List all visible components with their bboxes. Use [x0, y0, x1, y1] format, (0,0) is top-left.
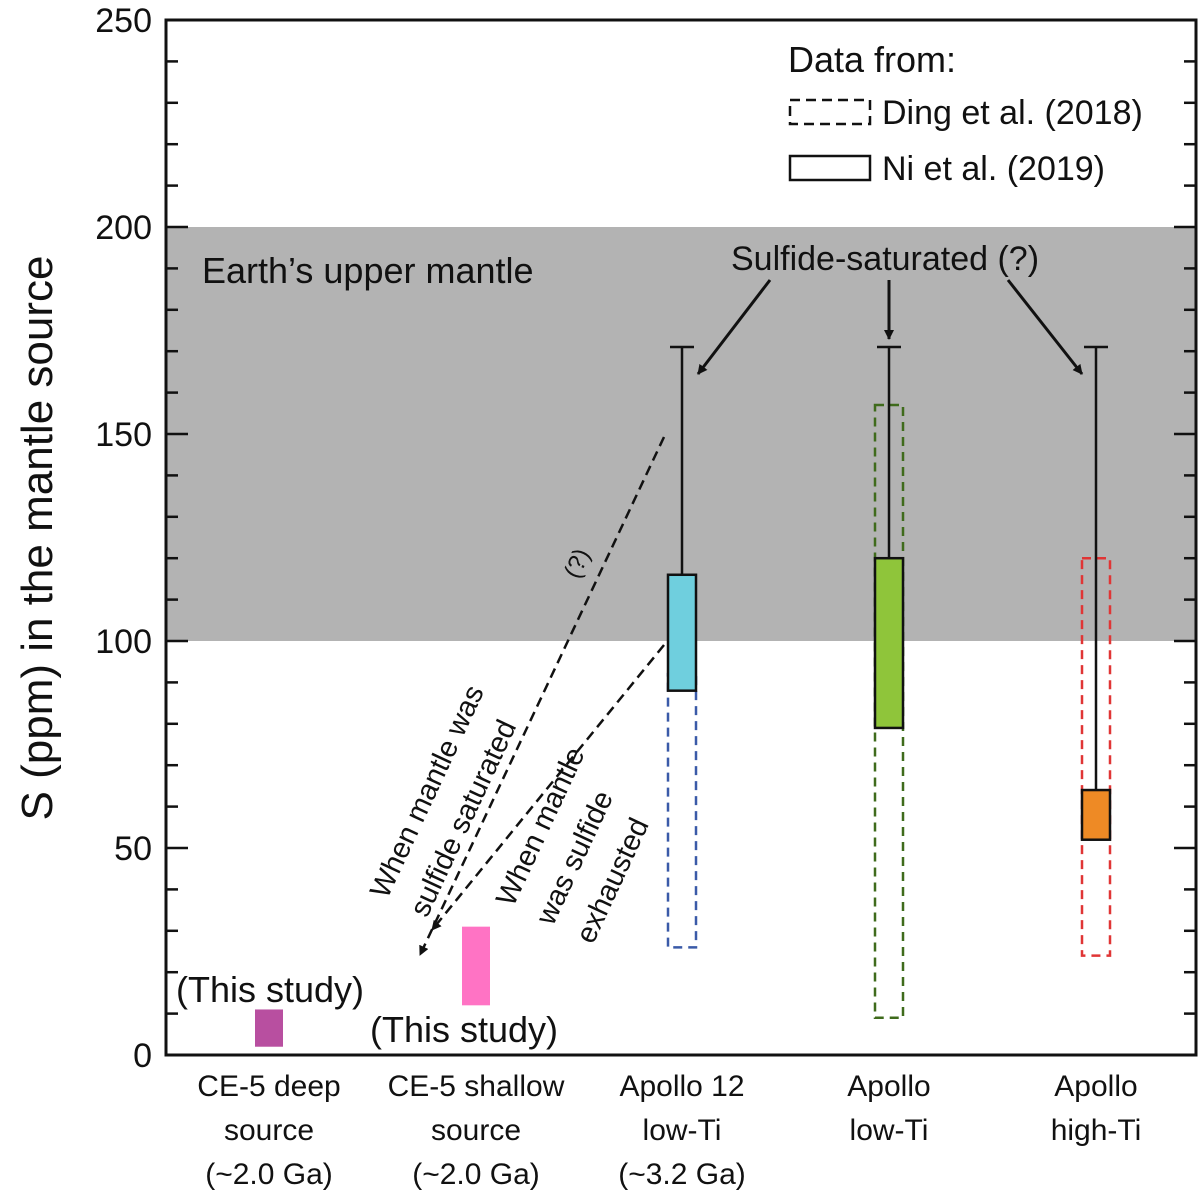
x-category-label-line: Apollo 12: [619, 1070, 744, 1103]
y-tick-label: 100: [95, 623, 152, 661]
y-tick-label: 150: [95, 416, 152, 454]
legend-swatch-dashed: [788, 98, 872, 126]
x-category-label-line: Apollo: [1054, 1070, 1137, 1103]
x-category-label-line: CE-5 shallow: [388, 1070, 565, 1103]
this-study-label-deep: (This study): [176, 969, 364, 1010]
x-category-label-line: Apollo: [847, 1070, 930, 1103]
y-axis-tick-labels: 0 50 100 150 200 250: [95, 2, 152, 1075]
x-category-label-line: low-Ti: [643, 1114, 722, 1147]
this-study-bar: [255, 1009, 283, 1047]
legend-title: Data from:: [788, 39, 956, 80]
this-study-bars: [255, 926, 490, 1047]
y-tick-label: 250: [95, 2, 152, 40]
legend-label-ni: Ni et al. (2019): [882, 150, 1105, 188]
ni-2019-boxes: [666, 556, 1112, 841]
legend-label-ding: Ding et al. (2018): [882, 94, 1143, 132]
exhausted-trend-line: [431, 644, 665, 931]
sulfide-arrow-apollo-high-ti: [1006, 279, 1084, 375]
x-category-label-line: source: [431, 1114, 521, 1147]
y-axis-label: S (ppm) in the mantle source: [13, 256, 62, 821]
this-study-bar: [462, 926, 490, 1006]
ding-box: [666, 672, 698, 949]
x-category-label-line: CE-5 deep: [197, 1070, 340, 1103]
x-category-label-line: (~3.2 Ga): [618, 1158, 746, 1191]
upper-mantle-band-label: Earth’s upper mantle: [202, 250, 534, 291]
y-tick-label: 50: [114, 830, 152, 868]
x-category-label-line: low-Ti: [850, 1114, 929, 1147]
x-category-label-line: high-Ti: [1051, 1114, 1142, 1147]
x-category-label-line: source: [224, 1114, 314, 1147]
x-category-label: Apollo low-Ti: [847, 1070, 930, 1147]
y-tick-label: 200: [95, 209, 152, 247]
x-category-label: CE-5 shallow source (~2.0 Ga): [388, 1070, 565, 1191]
x-category-label: Apollo 12 low-Ti (~3.2 Ga): [618, 1070, 746, 1191]
ni-box: [1080, 788, 1112, 841]
legend-swatch-solid: [788, 154, 872, 182]
legend: Data from: Ding et al. (2018) Ni et al. …: [788, 39, 1143, 188]
x-category-label: Apollo high-Ti: [1051, 1070, 1142, 1147]
sulfide-saturated-label: Sulfide-saturated (?): [731, 240, 1039, 278]
exhausted-annotation: When mantle was sulfide exhausted: [490, 735, 675, 949]
this-study-label-shallow: (This study): [370, 1009, 558, 1050]
y-tick-label: 0: [133, 1037, 152, 1075]
x-axis-category-labels: CE-5 deep source (~2.0 Ga) CE-5 shallow sour…: [197, 1070, 1141, 1191]
x-category-label-line: (~2.0 Ga): [205, 1158, 333, 1191]
x-category-label: CE-5 deep source (~2.0 Ga): [197, 1070, 340, 1191]
plot-frame: [164, 18, 1198, 1057]
ni-box: [873, 556, 905, 730]
x-category-label-line: (~2.0 Ga): [412, 1158, 540, 1191]
ding-box: [1080, 556, 1112, 957]
ni-box: [666, 573, 698, 692]
sulfide-arrow-apollo12: [696, 279, 772, 375]
